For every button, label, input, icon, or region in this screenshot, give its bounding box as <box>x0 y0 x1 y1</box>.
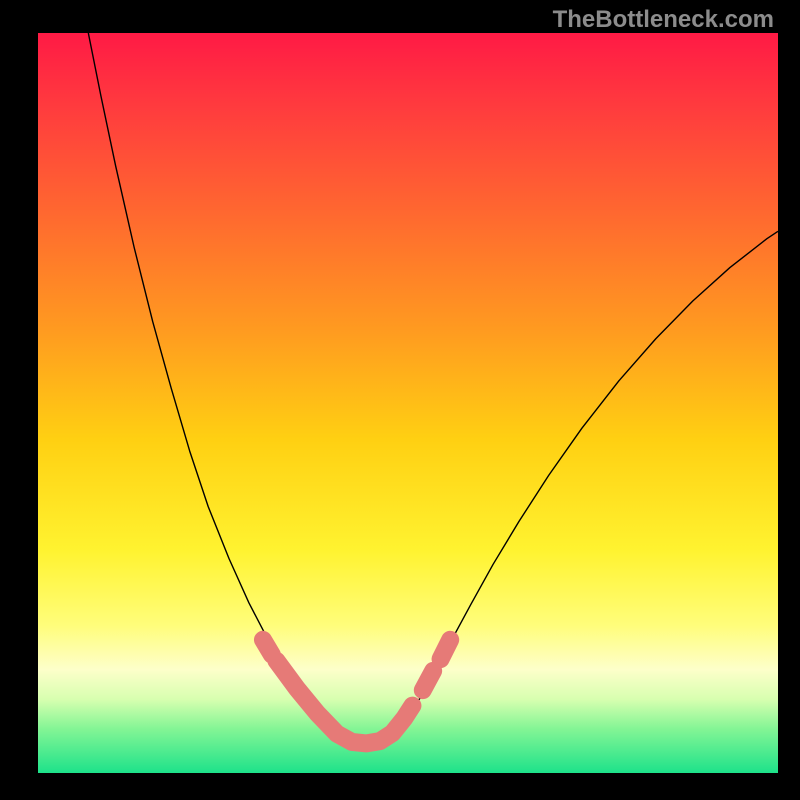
optimal-zone-marker <box>263 640 450 744</box>
watermark-text: TheBottleneck.com <box>553 6 774 34</box>
figure-root: { "canvas": { "width": 800, "height": 80… <box>0 0 800 800</box>
optimal-zone-right-dash-lower <box>423 671 433 690</box>
plot-area <box>38 33 778 773</box>
optimal-zone-valley-floor <box>276 661 412 744</box>
optimal-zone-left-dash-upper <box>263 640 272 655</box>
optimal-zone-right-dash-upper <box>441 640 451 659</box>
curve-layer <box>38 33 778 773</box>
bottleneck-curve <box>88 33 778 746</box>
